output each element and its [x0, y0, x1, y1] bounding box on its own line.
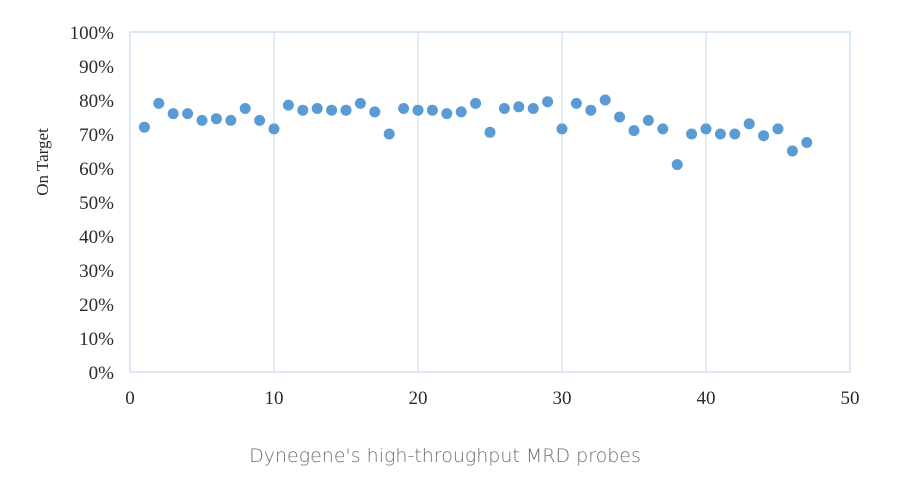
data-point [657, 123, 669, 135]
data-point [196, 114, 208, 126]
x-tick-label: 50 [841, 388, 860, 409]
data-point [686, 128, 698, 140]
data-point [628, 125, 640, 137]
data-point [542, 96, 554, 108]
data-point [182, 108, 194, 120]
data-point [714, 128, 726, 140]
y-tick-label: 40% [79, 227, 114, 248]
data-point [311, 103, 323, 114]
x-tick-label: 0 [125, 388, 135, 409]
y-tick-labels: 0% 10% 20% 30% 40% 50% 60% 70% 80% 90% 100% [70, 23, 115, 384]
data-point [758, 130, 770, 142]
y-tick-label: 50% [79, 193, 114, 214]
data-point [498, 103, 510, 114]
data-point [210, 113, 222, 125]
data-point [743, 118, 755, 130]
data-point [412, 104, 424, 116]
data-point [239, 103, 251, 114]
data-point [153, 97, 165, 109]
data-point [441, 108, 453, 120]
grid-lines [273, 32, 707, 372]
x-tick-label: 20 [409, 388, 428, 409]
x-tick-label: 30 [553, 388, 572, 409]
data-point [455, 106, 467, 118]
data-point [556, 123, 568, 135]
x-tick-label: 10 [265, 388, 284, 409]
data-point [772, 123, 784, 135]
data-point [786, 145, 798, 157]
data-point [398, 103, 410, 114]
data-point [426, 104, 438, 116]
data-point [268, 123, 280, 135]
data-point [642, 114, 654, 126]
data-point [167, 108, 179, 120]
y-tick-label: 10% [79, 329, 114, 350]
data-points [138, 94, 813, 171]
data-point [254, 114, 266, 126]
data-point [225, 114, 237, 126]
data-point [801, 137, 813, 148]
data-point [297, 104, 309, 116]
data-point [599, 94, 611, 106]
y-tick-label: 0% [89, 363, 115, 384]
data-point [484, 126, 496, 138]
data-point [470, 97, 482, 109]
y-axis-label: On Target [33, 128, 52, 196]
x-tick-labels: 0 10 20 30 40 50 [125, 388, 859, 409]
y-tick-label: 30% [79, 261, 114, 282]
data-point [138, 121, 150, 133]
data-point [383, 128, 395, 140]
data-point [700, 123, 712, 135]
y-tick-label: 20% [79, 295, 114, 316]
y-tick-label: 60% [79, 159, 114, 180]
chart-caption: Dynegene's high-throughput MRD probes [249, 445, 641, 467]
plot-area [129, 31, 851, 373]
data-point [614, 111, 626, 123]
data-point [671, 159, 683, 171]
data-point [340, 104, 352, 116]
y-tick-label: 100% [70, 23, 115, 44]
data-point [282, 99, 294, 111]
y-tick-label: 80% [79, 91, 114, 112]
data-point [570, 97, 582, 109]
data-point [326, 104, 338, 116]
data-point [585, 104, 597, 116]
data-point [369, 106, 381, 118]
y-tick-label: 90% [79, 57, 114, 78]
data-point [729, 128, 741, 140]
x-tick-label: 40 [697, 388, 716, 409]
data-point [513, 101, 525, 113]
data-point [354, 97, 366, 109]
data-point [527, 103, 539, 114]
y-tick-label: 70% [79, 125, 114, 146]
